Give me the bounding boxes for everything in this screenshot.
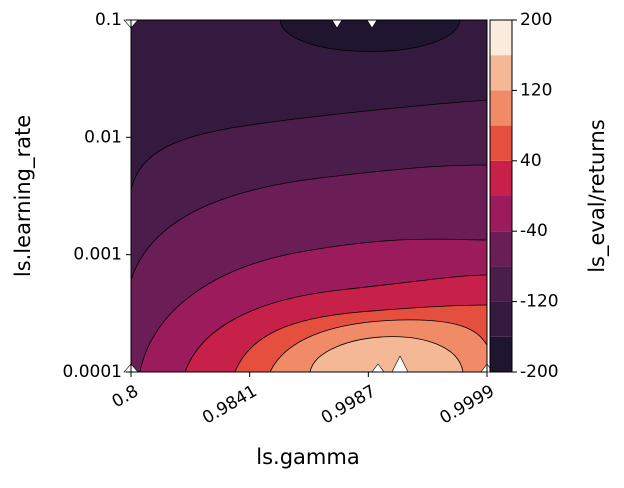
contour-line bbox=[269, 319, 487, 372]
colorbar-segment bbox=[490, 336, 512, 372]
contour-field bbox=[131, 20, 487, 372]
colorbar-segment bbox=[490, 301, 512, 337]
colorbar-segment bbox=[490, 160, 512, 196]
x-axis-label: ls.gamma bbox=[256, 445, 359, 469]
colorbar-tick-label: 200 bbox=[520, 10, 552, 30]
colorbar-segment bbox=[490, 20, 512, 56]
colorbar-segment bbox=[490, 125, 512, 161]
colorbar-segment bbox=[490, 266, 512, 302]
plot-frame bbox=[130, 19, 488, 373]
contour-line bbox=[279, 20, 461, 52]
colorbar-segment bbox=[490, 196, 512, 232]
contour-band bbox=[280, 20, 460, 52]
colorbar-segment bbox=[490, 90, 512, 126]
colorbar-tick-label: 120 bbox=[520, 80, 552, 100]
colorbar-tick-label: 40 bbox=[520, 151, 542, 171]
y-tick-label: 0.001 bbox=[73, 245, 122, 265]
contour-line bbox=[234, 304, 487, 372]
x-tick-label: 0.9841 bbox=[199, 381, 261, 428]
contour-line bbox=[131, 164, 487, 281]
contour-line bbox=[131, 99, 487, 191]
contour-line bbox=[309, 336, 464, 372]
x-tick-label: 0.9987 bbox=[318, 381, 380, 428]
contour-line bbox=[184, 274, 487, 372]
colorbar-frame bbox=[489, 19, 513, 373]
colorbar-segment bbox=[490, 55, 512, 91]
colorbar-segment bbox=[490, 231, 512, 267]
colorbar-label: ls_eval/returns bbox=[585, 119, 610, 273]
y-tick-label: 0.01 bbox=[84, 127, 122, 147]
y-axis-label: ls.learning_rate bbox=[11, 115, 36, 277]
x-tick-label: 0.8 bbox=[109, 381, 142, 412]
y-tick-label: 0.0001 bbox=[63, 362, 122, 382]
colorbar-tick-label: -40 bbox=[520, 221, 548, 241]
colorbar-tick-label: -200 bbox=[520, 362, 559, 382]
colorbar-tick-label: -120 bbox=[520, 292, 559, 312]
contour-band bbox=[310, 336, 463, 372]
y-tick-label: 0.1 bbox=[95, 10, 122, 30]
contour-line bbox=[139, 238, 487, 372]
x-tick-label: 0.9999 bbox=[436, 381, 498, 428]
